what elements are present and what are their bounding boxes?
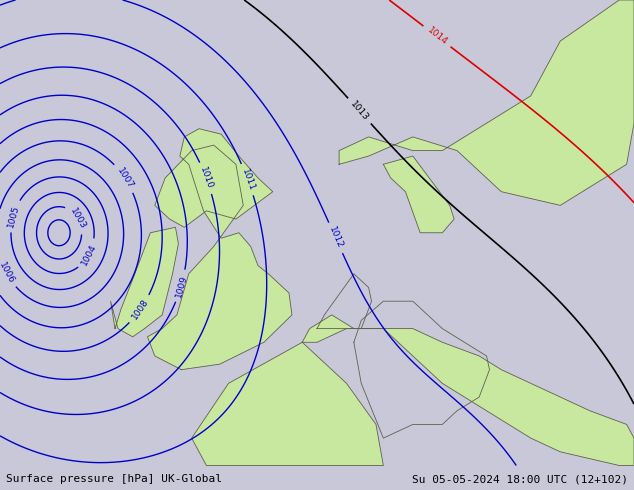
Text: 1003: 1003	[68, 206, 87, 231]
Polygon shape	[384, 156, 454, 233]
Text: 1013: 1013	[349, 99, 370, 122]
Text: 1014: 1014	[425, 26, 449, 47]
Text: 1009: 1009	[174, 273, 188, 298]
Text: Su 05-05-2024 18:00 UTC (12+102): Su 05-05-2024 18:00 UTC (12+102)	[411, 474, 628, 484]
Polygon shape	[302, 315, 634, 466]
Text: Surface pressure [hPa] UK-Global: Surface pressure [hPa] UK-Global	[6, 474, 223, 484]
Polygon shape	[110, 227, 178, 337]
Text: 1006: 1006	[0, 261, 16, 285]
Text: 1007: 1007	[115, 166, 134, 190]
Text: 1011: 1011	[240, 167, 256, 192]
Polygon shape	[148, 129, 292, 369]
Polygon shape	[339, 0, 634, 205]
Text: 1008: 1008	[130, 297, 150, 321]
Text: 1004: 1004	[80, 242, 98, 267]
Text: 1005: 1005	[6, 204, 20, 228]
Text: 1010: 1010	[198, 166, 214, 191]
Text: 1012: 1012	[327, 225, 344, 250]
Polygon shape	[191, 343, 384, 466]
